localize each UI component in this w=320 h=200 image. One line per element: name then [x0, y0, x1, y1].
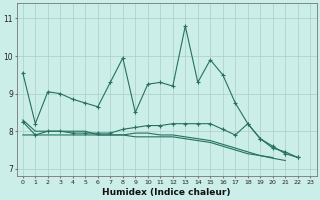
X-axis label: Humidex (Indice chaleur): Humidex (Indice chaleur) — [102, 188, 231, 197]
